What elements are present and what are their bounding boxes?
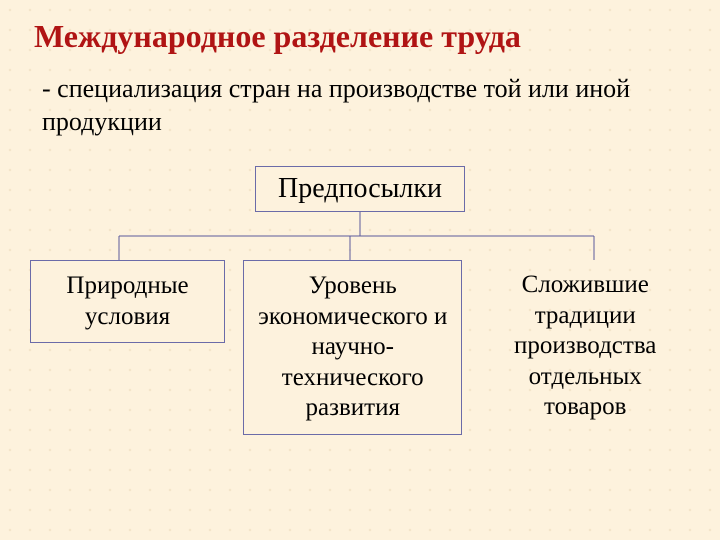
root-node: Предпосылки [255,166,465,212]
slide-title: Международное разделение труда [34,18,696,55]
child-node-economic-level: Уровень экономического и научно-техничес… [243,260,462,435]
child-node-natural-conditions: Природные условия [30,260,225,343]
connector-lines [24,212,696,260]
slide-content: Международное разделение труда - специал… [0,0,720,540]
root-node-wrap: Предпосылки [24,166,696,212]
children-row: Природные условия Уровень экономического… [24,260,696,435]
child-node-traditions: Сложившие традиции производства отдельны… [480,260,690,433]
definition-text: - специализация стран на производстве то… [42,73,682,138]
